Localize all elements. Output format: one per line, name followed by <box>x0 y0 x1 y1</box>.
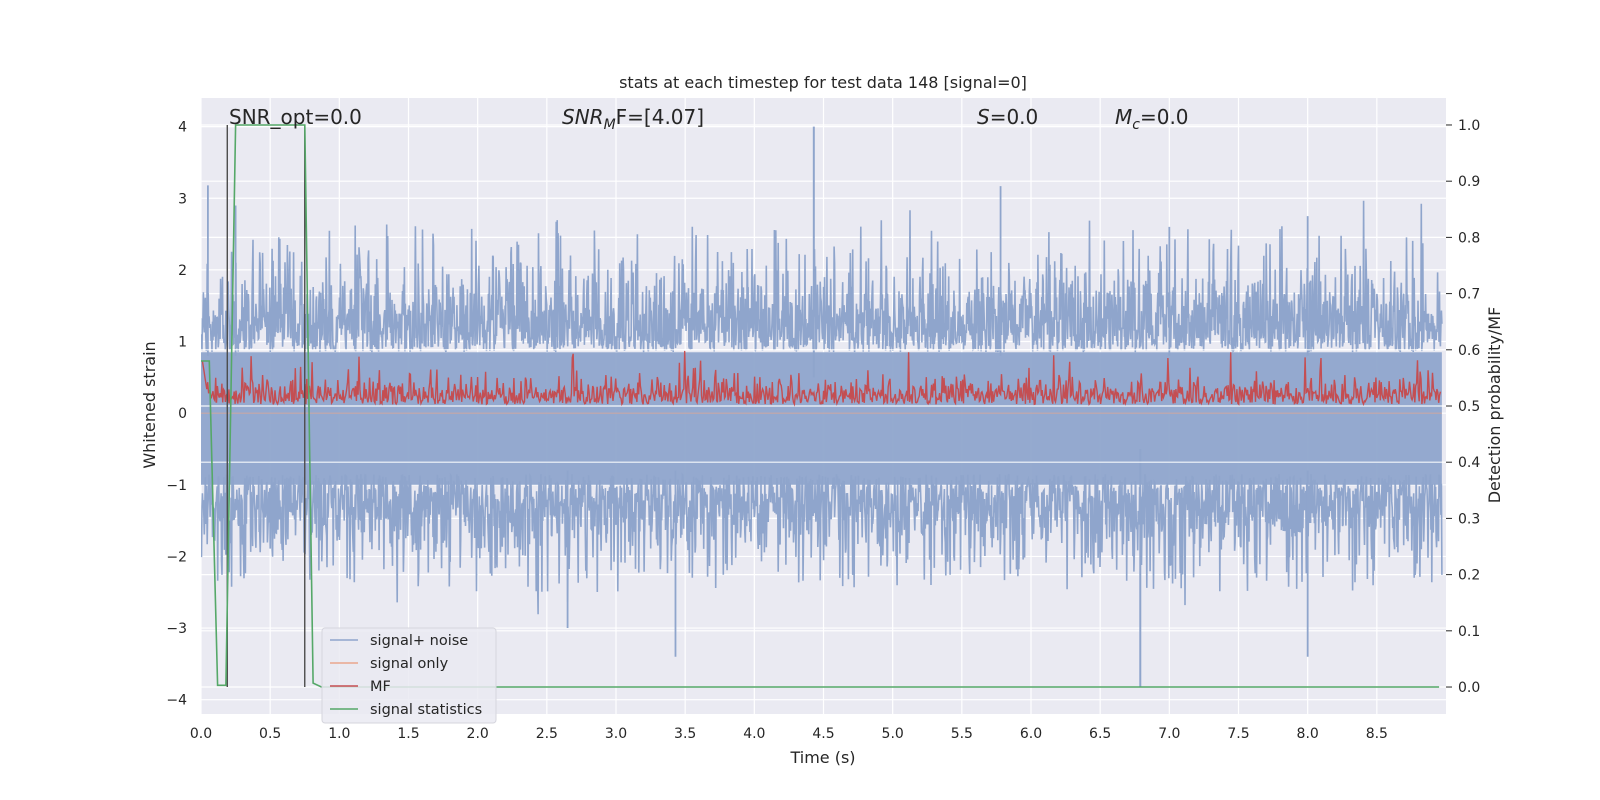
y-right-tick-label: 0.8 <box>1458 230 1480 246</box>
legend-label-signal-statistics: signal statistics <box>370 702 482 718</box>
y-left-tick-label: 2 <box>178 263 187 279</box>
y-right-tick-label: 0.4 <box>1458 455 1480 471</box>
y-right-tick-label: 0.9 <box>1458 174 1480 190</box>
annotation-snr-mf: SNRMF=[4.07] <box>562 105 704 133</box>
y-right-tick-label: 0.3 <box>1458 511 1480 527</box>
legend-label-mf: MF <box>370 679 391 695</box>
x-tick-label: 0.5 <box>259 726 281 742</box>
legend-label-signal-only: signal only <box>370 656 449 672</box>
annotation-mc-rest: =0.0 <box>1140 105 1189 129</box>
annotation-snr-mf-sub: M <box>604 117 616 133</box>
x-tick-label: 6.5 <box>1089 726 1111 742</box>
x-tick-label: 2.0 <box>467 726 489 742</box>
series-mf <box>201 350 1442 407</box>
y-right-tick-label: 0.7 <box>1458 287 1480 303</box>
annotation-s-base: S <box>977 105 990 129</box>
y-left-tick-label: 1 <box>178 335 187 351</box>
y-left-tick-label: −3 <box>166 621 187 637</box>
annotation-s: S=0.0 <box>977 105 1038 129</box>
legend-box <box>321 627 497 724</box>
x-tick-label: 5.0 <box>882 726 904 742</box>
x-tick-label: 8.5 <box>1366 726 1388 742</box>
x-tick-label: 4.5 <box>812 726 834 742</box>
y-axis-right-label: Detection probability/MF <box>1485 307 1504 504</box>
legend: signal+ noise signal only MF signal stat… <box>321 627 497 724</box>
series-signal-noise-upper <box>201 200 1443 354</box>
x-tick-label: 5.5 <box>951 726 973 742</box>
y-left-tick-label: 4 <box>178 120 187 136</box>
annotation-mc-base: M <box>1115 105 1132 129</box>
x-tick-label: 8.0 <box>1297 726 1319 742</box>
x-tick-label: 3.0 <box>605 726 627 742</box>
series-signal-noise-lower <box>201 472 1443 615</box>
plot-area <box>201 124 1446 688</box>
y-left-tick-label: −4 <box>166 693 187 709</box>
annotation-snr-mf-rest: F=[4.07] <box>616 105 704 129</box>
y-right-tick-label: 0.5 <box>1458 399 1480 415</box>
y-right-tick-label: 1.0 <box>1458 118 1480 134</box>
y-left-tick-label: −2 <box>166 549 187 565</box>
x-tick-label: 3.5 <box>674 726 696 742</box>
annotation-mc-sub: c <box>1132 117 1140 133</box>
y-right-tick-label: 0.6 <box>1458 343 1480 359</box>
y-axis-left-label: Whitened strain <box>140 341 159 468</box>
x-axis-label: Time (s) <box>789 748 855 767</box>
x-tick-label: 2.5 <box>536 726 558 742</box>
annotation-mc: Mc=0.0 <box>1115 105 1189 133</box>
x-tick-label: 6.0 <box>1020 726 1042 742</box>
y-right-tick-label: 0.1 <box>1458 624 1480 640</box>
x-tick-label: 0.0 <box>190 726 212 742</box>
y-right-tick-label: 0.0 <box>1458 680 1480 696</box>
x-tick-label: 1.0 <box>328 726 350 742</box>
annotation-snr-opt: SNR_opt=0.0 <box>229 105 362 129</box>
legend-label-signal-noise: signal+ noise <box>370 633 468 649</box>
x-tick-label: 4.0 <box>743 726 765 742</box>
axis-ticks: 0.0 0.5 1.0 1.5 2.0 2.5 3.0 3.5 4.0 4.5 5.0 5.5 6.0 6… <box>166 118 1480 742</box>
x-tick-label: 7.0 <box>1158 726 1180 742</box>
chart-title: stats at each timestep for test data 148… <box>619 73 1027 92</box>
y-left-tick-label: 3 <box>178 191 187 207</box>
x-tick-label: 1.5 <box>397 726 419 742</box>
y-right-tick-label: 0.2 <box>1458 568 1480 584</box>
annotation-s-rest: =0.0 <box>990 105 1039 129</box>
annotation-snr-mf-base: SNR <box>562 105 604 129</box>
y-left-tick-label: 0 <box>178 406 187 422</box>
y-left-tick-label: −1 <box>166 478 187 494</box>
x-tick-label: 7.5 <box>1227 726 1249 742</box>
